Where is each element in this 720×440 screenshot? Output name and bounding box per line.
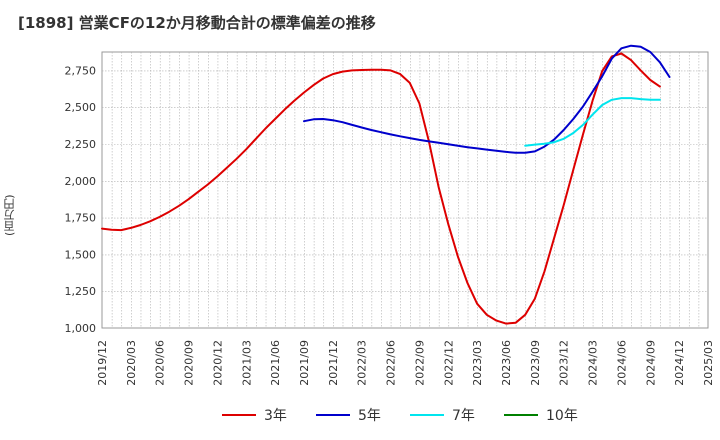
- x-tick-label: 2019/12: [96, 340, 109, 386]
- x-tick-label: 2022/09: [413, 340, 426, 386]
- x-tick-label: 2020/03: [125, 340, 138, 386]
- y-tick-label: 1,250: [65, 285, 97, 298]
- x-tick-label: 2024/03: [587, 340, 600, 386]
- x-tick-label: 2025/03: [702, 340, 715, 386]
- legend-item-7y: 7年: [410, 400, 475, 430]
- legend-item-10y: 10年: [504, 400, 578, 430]
- y-tick-label: 1,000: [65, 322, 97, 335]
- x-tick-label: 2023/03: [471, 340, 484, 386]
- y-tick-label: 1,750: [65, 212, 97, 225]
- legend-swatch-10y: [504, 414, 538, 416]
- legend-label-7y: 7年: [452, 408, 475, 424]
- legend-item-3y: 3年: [222, 400, 287, 430]
- legend: 3年 5年 7年 10年: [0, 400, 720, 430]
- chart-title: [1898] 営業CFの12か月移動合計の標準偏差の推移: [18, 14, 376, 32]
- series-line-5y: [303, 44, 671, 154]
- line-chart: 1,000 1,250 1,500 1,750 2,000 2,250 2,500 2,750…: [65, 44, 715, 386]
- x-tick-label: 2023/06: [500, 340, 513, 386]
- legend-swatch-5y: [316, 414, 350, 416]
- x-tick-label: 2020/12: [211, 340, 224, 386]
- legend-swatch-3y: [222, 414, 256, 416]
- x-tick-label: 2021/06: [269, 340, 282, 386]
- x-tick-label: 2024/09: [644, 340, 657, 386]
- legend-swatch-7y: [410, 414, 444, 416]
- x-tick-label: 2021/12: [327, 340, 340, 386]
- legend-label-3y: 3年: [264, 408, 287, 424]
- x-tick-label: 2021/09: [298, 340, 311, 386]
- x-tick-label: 2020/06: [154, 340, 167, 386]
- x-tick-label: 2022/06: [385, 340, 398, 386]
- x-tick-label: 2021/03: [240, 340, 253, 386]
- x-tick-label: 2024/06: [615, 340, 628, 386]
- y-tick-label: 2,250: [65, 138, 97, 151]
- x-tick-label: 2022/03: [356, 340, 369, 386]
- y-tick-label: 2,500: [65, 101, 97, 114]
- legend-label-5y: 5年: [358, 408, 381, 424]
- legend-label-10y: 10年: [546, 408, 578, 424]
- x-tick-label: 2023/12: [558, 340, 571, 386]
- x-tick-label: 2024/12: [673, 340, 686, 386]
- y-tick-label: 2,750: [65, 64, 97, 77]
- legend-item-5y: 5年: [316, 400, 381, 430]
- x-tick-label: 2023/09: [529, 340, 542, 386]
- y-tick-label: 2,000: [65, 175, 97, 188]
- plot-area: [101, 51, 709, 329]
- y-tick-label: 1,500: [65, 248, 97, 261]
- series-line-7y: [524, 97, 661, 147]
- x-tick-label: 2022/12: [442, 340, 455, 386]
- series-line-3y: [101, 52, 661, 325]
- x-tick-label: 2020/09: [183, 340, 196, 386]
